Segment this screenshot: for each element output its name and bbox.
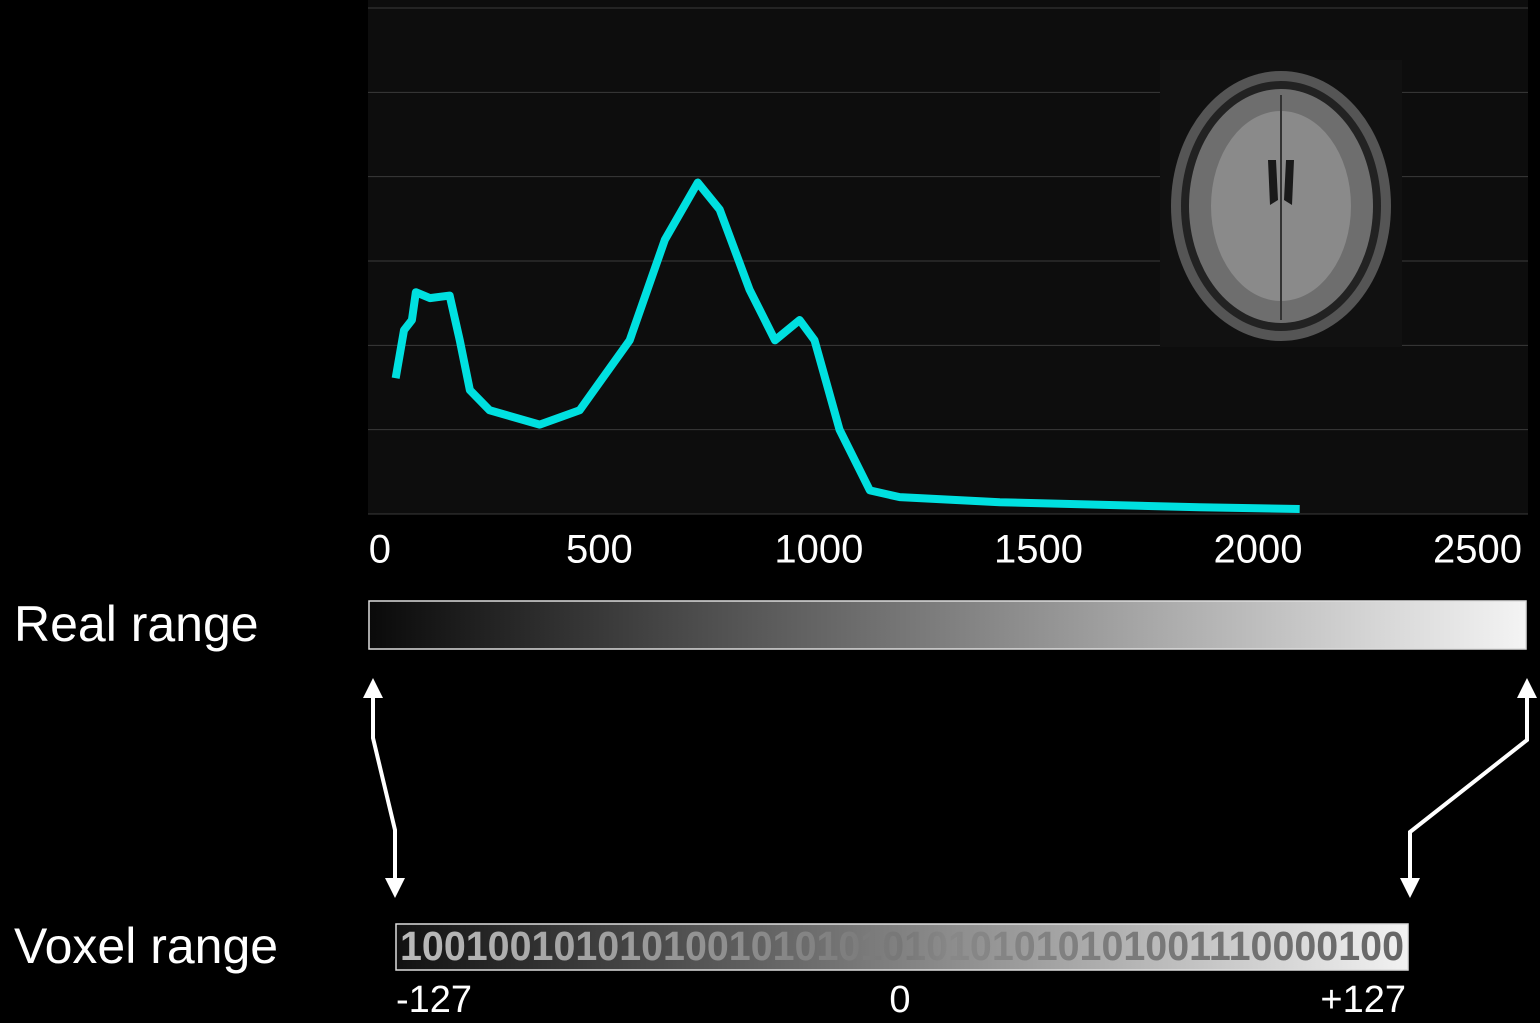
voxel-tick-label: 0 [889, 979, 910, 1021]
real-range-bar [369, 601, 1526, 649]
voxel-bits: 1001001010101001010101010101010101001110… [400, 923, 1404, 969]
x-tick-label: 0 [369, 528, 391, 572]
x-tick-label: 1000 [774, 528, 863, 572]
x-tick-label: 500 [566, 528, 633, 572]
x-tick-label: 2000 [1213, 528, 1302, 572]
brain-image [1160, 60, 1402, 347]
voxel-tick-label: +127 [1320, 979, 1406, 1021]
arrow [1410, 688, 1527, 888]
voxel-range-label: Voxel range [14, 918, 278, 974]
voxel-tick-label: -127 [396, 979, 472, 1021]
real-range-label: Real range [14, 596, 259, 652]
arrow [373, 688, 395, 888]
x-tick-label: 2500 [1433, 528, 1522, 572]
x-tick-label: 1500 [994, 528, 1083, 572]
figure: Real range 10010010101010010101010101010… [0, 0, 1540, 1023]
page: {"chart_data": {"type": "line", "x": [36… [0, 0, 1540, 1023]
